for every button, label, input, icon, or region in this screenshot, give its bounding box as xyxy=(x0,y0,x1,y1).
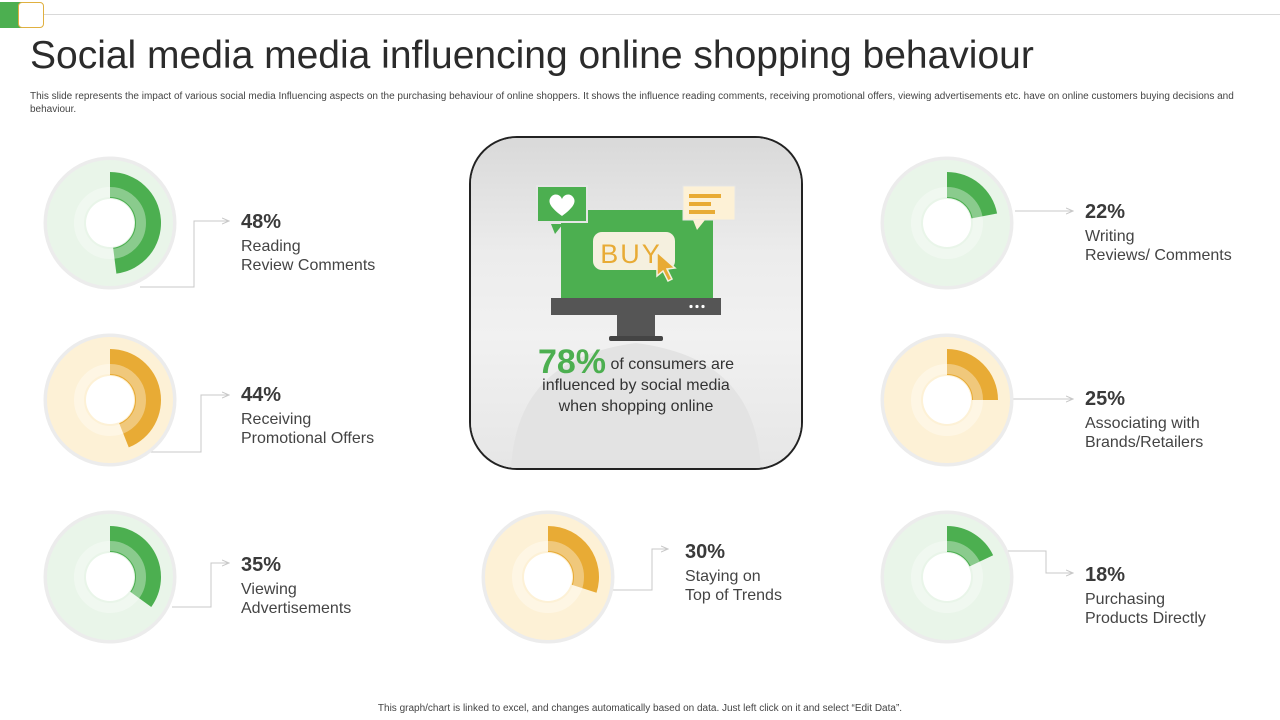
donut-inner-ring xyxy=(512,541,584,613)
donut-chart xyxy=(43,156,177,290)
donut-hole xyxy=(923,553,971,601)
stat-label: 22% Writing Reviews/ Comments xyxy=(1085,200,1232,265)
stat-line1: Associating with xyxy=(1085,415,1200,432)
stat-percent: 22% xyxy=(1085,201,1126,223)
stat-line1: Viewing xyxy=(241,581,297,598)
donut-svg xyxy=(43,510,177,644)
center-statement: 78% of consumers are influenced by socia… xyxy=(471,345,801,417)
monitor-stand xyxy=(617,314,655,338)
stat-line2: Reviews/ Comments xyxy=(1085,247,1232,264)
stat-label: 18% Purchasing Products Directly xyxy=(1085,563,1206,628)
person-silhouette xyxy=(511,343,761,468)
donut-hole xyxy=(923,376,971,424)
donut-value-arc xyxy=(947,172,998,219)
donut-hole xyxy=(923,199,971,247)
donut-hole xyxy=(86,199,134,247)
donut-inner-ring xyxy=(911,541,983,613)
donut-inner-ring xyxy=(74,187,146,259)
donut-chart xyxy=(43,333,177,467)
stat-line1: Reading xyxy=(241,238,301,255)
donut-value-arc xyxy=(110,526,162,607)
page-title: Social media media influencing online sh… xyxy=(30,34,1034,77)
donut-chart xyxy=(880,333,1014,467)
stat-percent: 30% xyxy=(685,541,726,563)
footer-note: This graph/chart is linked to excel, and… xyxy=(377,703,903,714)
donut-chart xyxy=(481,510,615,644)
donut-svg xyxy=(481,510,615,644)
cursor-icon xyxy=(656,250,677,283)
donut-chart xyxy=(880,510,1014,644)
donut-svg xyxy=(880,156,1014,290)
stat-label: 44% Receiving Promotional Offers xyxy=(241,383,374,448)
center-line1: of consumers are xyxy=(610,356,735,373)
stat-line1: Writing xyxy=(1085,228,1135,245)
center-card: BUY 78% of consumers are influenced by s… xyxy=(469,136,803,470)
stat-percent: 44% xyxy=(241,384,282,406)
stat-percent: 35% xyxy=(241,554,282,576)
donut-hole xyxy=(86,376,134,424)
stat-line2: Promotional Offers xyxy=(241,430,375,447)
center-percent: 78% xyxy=(537,343,606,381)
donut-hole xyxy=(86,553,134,601)
donut-svg xyxy=(880,333,1014,467)
donut-chart xyxy=(880,156,1014,290)
connector-30 xyxy=(612,549,668,591)
donut-svg xyxy=(43,333,177,467)
stat-line2: Top of Trends xyxy=(685,587,782,604)
donut-value-arc xyxy=(110,349,161,448)
message-bubble-icon xyxy=(682,185,736,230)
donut-svg xyxy=(880,510,1014,644)
stat-percent: 25% xyxy=(1085,388,1126,410)
top-divider xyxy=(44,14,1280,15)
monitor-illustration: BUY xyxy=(511,185,761,468)
donut-inner-ring xyxy=(911,187,983,259)
center-line2: influenced by social media xyxy=(542,377,730,394)
connector-18 xyxy=(1008,550,1073,573)
donut-inner-ring xyxy=(74,364,146,436)
stat-label: 48% Reading Review Comments xyxy=(241,210,375,275)
stat-label: 35% Viewing Advertisements xyxy=(241,553,351,618)
stat-label: 30% Staying on Top of Trends xyxy=(685,540,782,605)
donut-hole xyxy=(524,553,572,601)
donut-inner-ring xyxy=(911,364,983,436)
donut-value-arc xyxy=(548,526,599,593)
stat-line2: Review Comments xyxy=(241,257,376,274)
buy-button-shape xyxy=(593,232,675,270)
stat-line1: Purchasing xyxy=(1085,591,1166,608)
stat-percent: 18% xyxy=(1085,564,1126,586)
center-line3: when shopping online xyxy=(558,398,714,415)
connector-35 xyxy=(172,563,229,608)
heart-bubble-icon xyxy=(536,185,588,234)
buy-label: BUY xyxy=(600,239,662,269)
stat-percent: 48% xyxy=(241,211,282,233)
stat-line1: Receiving xyxy=(241,411,312,428)
donut-chart xyxy=(43,510,177,644)
page-subtitle: This slide represents the impact of vari… xyxy=(30,91,1234,115)
donut-inner-ring xyxy=(74,541,146,613)
donut-value-arc xyxy=(947,349,998,400)
stat-line2: Brands/Retailers xyxy=(1085,434,1204,451)
stat-line2: Advertisements xyxy=(241,600,352,617)
stat-label: 25% Associating with Brands/Retailers xyxy=(1085,387,1203,452)
monitor-base xyxy=(609,336,663,341)
donut-svg xyxy=(43,156,177,290)
donut-value-arc xyxy=(110,172,162,274)
donut-value-arc xyxy=(947,526,994,567)
stat-line1: Staying on xyxy=(685,568,761,585)
stat-line2: Products Directly xyxy=(1085,610,1206,627)
corner-tab-outline xyxy=(18,2,44,28)
